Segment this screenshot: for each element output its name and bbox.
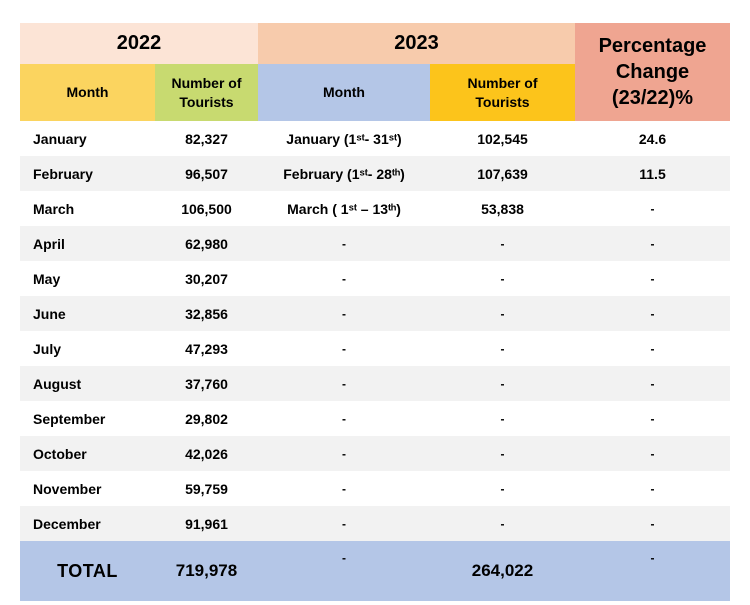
table-row: October 42,026 - - - <box>20 436 730 471</box>
table-row: August 37,760 - - - <box>20 366 730 401</box>
month-2023-column-label: Month <box>323 84 365 101</box>
tourists-2022-cell: 91,961 <box>185 515 228 532</box>
pct-change-cell: - <box>650 271 655 286</box>
month-2022-cell: April <box>33 235 65 252</box>
month-2023-column-header: Month <box>258 64 430 121</box>
month-2023-cell: - <box>342 376 346 391</box>
percentage-change-header-label: Percentage Change (23/22)% <box>598 35 707 109</box>
tourists-2023-cell: 53,838 <box>481 200 524 217</box>
tourists-2022-cell: 106,500 <box>181 200 232 217</box>
table-row: May 30,207 - - - <box>20 261 730 296</box>
month-2023-cell: - <box>342 481 346 496</box>
pct-change-cell: - <box>650 201 655 216</box>
total-row: TOTAL 719,978 - 264,022 - <box>20 541 730 601</box>
month-2022-cell: May <box>33 270 61 287</box>
tourists-2022-cell: 32,856 <box>185 305 228 322</box>
year-header-2023: 2023 <box>258 23 575 64</box>
table-body: January 82,327 January (1ˢᵗ- 31ˢᵗ) 102,5… <box>20 121 730 541</box>
month-2023-cell: March ( 1ˢᵗ – 13ᵗʰ) <box>287 200 401 217</box>
total-month-2023: - <box>258 541 430 601</box>
year-header-2022: 2022 <box>20 23 258 64</box>
table-row: January 82,327 January (1ˢᵗ- 31ˢᵗ) 102,5… <box>20 121 730 156</box>
tourists-2023-cell: - <box>500 236 505 251</box>
tourists-2023-cell: 102,545 <box>477 130 528 147</box>
month-2023-cell: February (1ˢᵗ- 28ᵗʰ) <box>283 165 405 182</box>
tourists-2023-column-label: Number of Tourists <box>467 75 538 110</box>
month-2022-cell: June <box>33 305 66 322</box>
tourists-2023-column-header: Number of Tourists <box>430 64 575 121</box>
month-2022-cell: December <box>33 515 101 532</box>
month-2023-cell: - <box>342 306 346 321</box>
column-header-row: Month Number of Tourists Month Number of… <box>20 64 730 121</box>
pct-change-cell: - <box>650 411 655 426</box>
month-2022-cell: October <box>33 445 87 462</box>
table-row: April 62,980 - - - <box>20 226 730 261</box>
month-2023-cell: - <box>342 271 346 286</box>
tourists-2023-cell: - <box>500 306 505 321</box>
month-2022-cell: February <box>33 165 93 182</box>
table-row: December 91,961 - - - <box>20 506 730 541</box>
tourists-2023-cell: 107,639 <box>477 165 528 182</box>
pct-change-cell: - <box>650 306 655 321</box>
month-2022-cell: July <box>33 340 62 357</box>
tourists-2023-cell: - <box>500 446 505 461</box>
pct-change-cell: 24.6 <box>638 130 667 147</box>
month-2022-cell: November <box>33 480 102 497</box>
total-tourists-2023: 264,022 <box>430 541 575 601</box>
pct-change-cell: - <box>650 341 655 356</box>
table-row: November 59,759 - - - <box>20 471 730 506</box>
pct-change-cell: - <box>650 376 655 391</box>
table-row: June 32,856 - - - <box>20 296 730 331</box>
tourists-2022-cell: 59,759 <box>185 480 228 497</box>
month-2022-column-header: Month <box>20 64 155 121</box>
month-2023-cell: - <box>342 516 346 531</box>
tourists-2022-cell: 30,207 <box>185 270 228 287</box>
tourists-2022-cell: 42,026 <box>185 445 228 462</box>
month-2023-cell: - <box>342 446 346 461</box>
month-2023-cell: - <box>342 411 346 426</box>
pct-change-cell: - <box>650 236 655 251</box>
tourists-2022-cell: 37,760 <box>185 375 228 392</box>
tourists-2022-cell: 62,980 <box>185 235 228 252</box>
month-2022-cell: March <box>33 200 75 217</box>
pct-change-cell: - <box>650 446 655 461</box>
tourists-2022-cell: 96,507 <box>185 165 228 182</box>
tourists-2022-column-header: Number of Tourists <box>155 64 258 121</box>
pct-change-cell: - <box>650 516 655 531</box>
tourists-2023-cell: - <box>500 376 505 391</box>
table-row: July 47,293 - - - <box>20 331 730 366</box>
month-2023-cell: - <box>342 236 346 251</box>
tourists-2022-cell: 47,293 <box>185 340 228 357</box>
month-2023-cell: - <box>342 341 346 356</box>
tourists-2023-cell: - <box>500 271 505 286</box>
month-2022-cell: September <box>33 410 106 427</box>
month-2022-column-label: Month <box>66 84 109 101</box>
month-2023-cell: January (1ˢᵗ- 31ˢᵗ) <box>286 130 402 147</box>
total-label: TOTAL <box>20 541 155 601</box>
pct-change-cell: 11.5 <box>639 165 666 182</box>
month-2022-cell: August <box>33 375 82 392</box>
tourists-2022-column-label: Number of Tourists <box>171 75 242 110</box>
total-tourists-2022: 719,978 <box>155 541 258 601</box>
year-header-row: 2022 2023 Percentage Change (23/22)% <box>20 23 730 121</box>
table-row: March 106,500 March ( 1ˢᵗ – 13ᵗʰ) 53,838… <box>20 191 730 226</box>
total-pct-change: - <box>575 541 730 601</box>
table-row: February 96,507 February (1ˢᵗ- 28ᵗʰ) 107… <box>20 156 730 191</box>
month-2022-cell: January <box>33 130 87 147</box>
pct-change-cell: - <box>650 481 655 496</box>
tourists-2023-cell: - <box>500 516 505 531</box>
tourists-2022-cell: 82,327 <box>185 130 228 147</box>
tourists-2023-cell: - <box>500 411 505 426</box>
table-row: September 29,802 - - - <box>20 401 730 436</box>
tourists-2022-cell: 29,802 <box>185 410 228 427</box>
tourist-statistics-table: 2022 2023 Percentage Change (23/22)% Mon… <box>20 23 730 601</box>
tourists-2023-cell: - <box>500 341 505 356</box>
percentage-change-header: Percentage Change (23/22)% <box>575 23 730 121</box>
tourists-2023-cell: - <box>500 481 505 496</box>
